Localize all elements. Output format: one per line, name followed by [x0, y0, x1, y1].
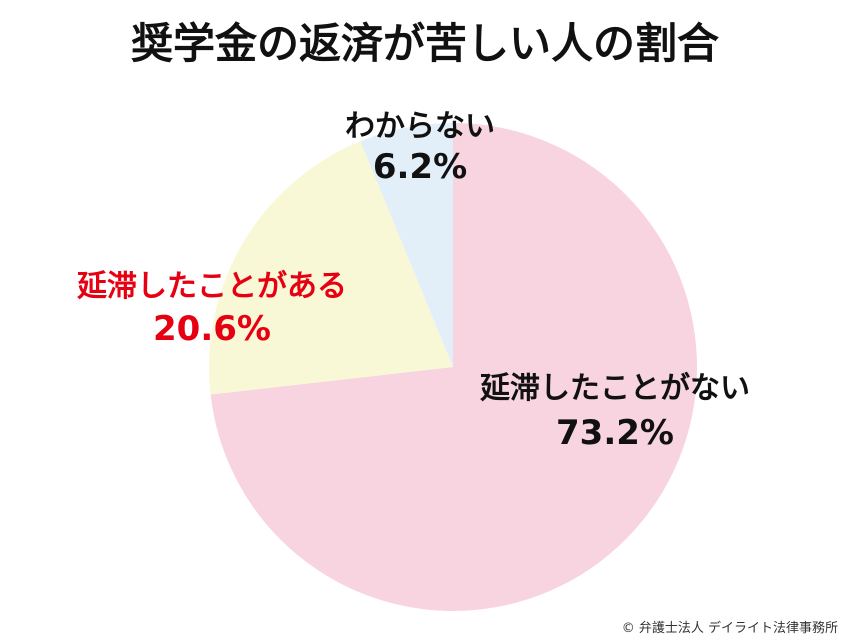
- slice-value-label: 20.6%: [153, 309, 271, 349]
- pie-slice: [360, 123, 453, 367]
- slice-label: 延滞したことがない: [479, 371, 750, 406]
- pie-slices: [209, 123, 698, 611]
- slice-label: わからない: [345, 109, 495, 144]
- copyright-notice: © 弁護士法人 デイライト法律事務所: [622, 620, 838, 636]
- chart-title: 奨学金の返済が苦しい人の割合: [131, 19, 719, 68]
- pie-slice: [209, 141, 453, 395]
- slice-value-label: 6.2%: [373, 147, 467, 187]
- slice-label: 延滞したことがある: [76, 269, 347, 304]
- slice-value-label: 73.2%: [556, 413, 674, 453]
- pie-slice: [210, 123, 698, 611]
